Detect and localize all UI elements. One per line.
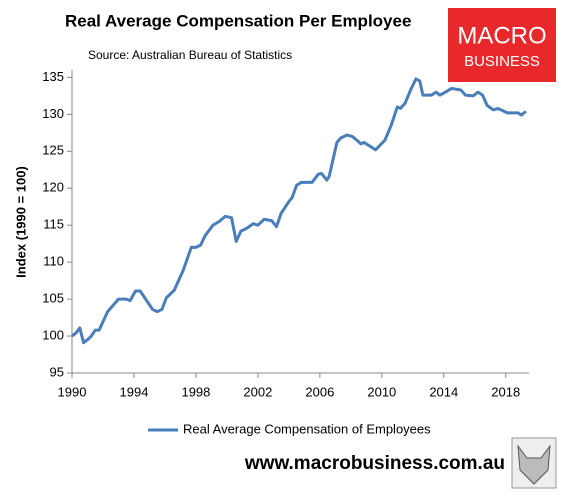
- y-tick-label: 120: [42, 180, 64, 195]
- y-tick-label: 115: [43, 217, 64, 232]
- data-line: [71, 77, 527, 345]
- x-tick-label: 1994: [120, 384, 149, 399]
- x-tick-label: 2006: [305, 384, 334, 399]
- y-tick-label: 125: [42, 143, 64, 158]
- footer-url: www.macrobusiness.com.au: [244, 453, 505, 474]
- logo: MACRO BUSINESS: [448, 8, 556, 82]
- y-tick-label: 95: [50, 364, 64, 379]
- y-tick-label: 105: [42, 291, 64, 306]
- x-tick-label: 1998: [181, 384, 210, 399]
- logo-box: [448, 8, 556, 82]
- logo-text: MACRO: [457, 22, 546, 49]
- y-tick-label: 135: [42, 69, 64, 84]
- x-tick-label: 2018: [491, 384, 520, 399]
- chart-subtitle: Source: Australian Bureau of Statistics: [88, 48, 292, 62]
- y-tick-label: 130: [42, 106, 64, 121]
- wolf-icon: [511, 437, 557, 489]
- x-tick-label: 1990: [58, 384, 87, 399]
- x-tick-label: 2014: [429, 384, 458, 399]
- x-tick-label: 2010: [367, 384, 396, 399]
- icon-shape: [517, 444, 551, 485]
- x-tick-label: 2002: [243, 384, 272, 399]
- y-tick-label: 110: [43, 254, 64, 269]
- logo-text: BUSINESS: [464, 53, 540, 70]
- chart-title: Real Average Compensation Per Employee: [65, 11, 411, 30]
- y-tick-label: 100: [42, 327, 64, 342]
- legend-label: Real Average Compensation of Employees: [183, 421, 431, 436]
- y-axis-label: Index (1990 = 100): [13, 166, 28, 278]
